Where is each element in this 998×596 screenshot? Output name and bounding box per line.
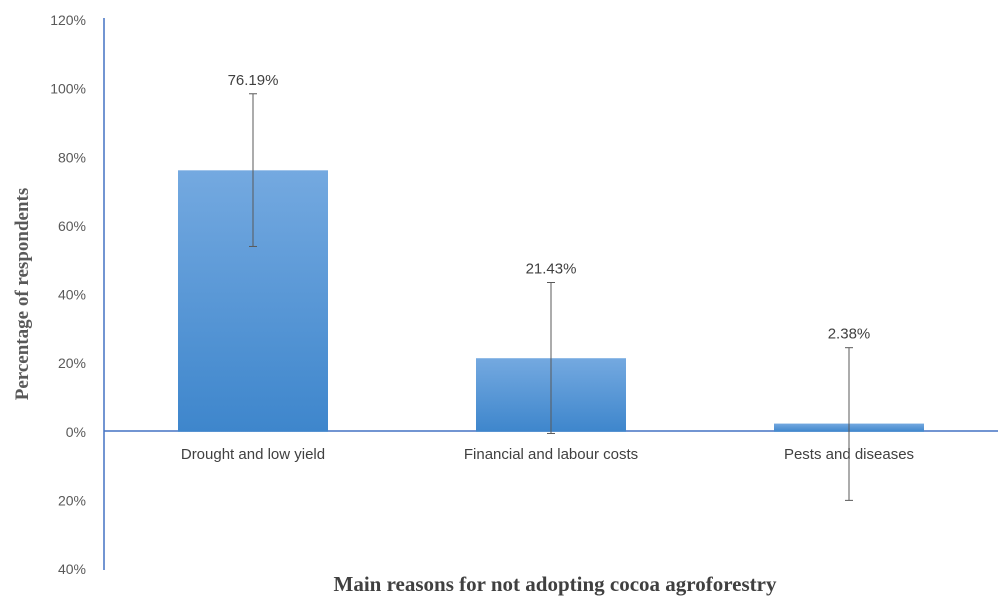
y-tick-label: 20%	[58, 492, 86, 508]
y-tick-label: 60%	[58, 218, 86, 234]
y-tick-label: 80%	[58, 149, 86, 165]
x-axis-title: Main reasons for not adopting cocoa agro…	[334, 572, 777, 596]
y-tick-label: 0%	[66, 424, 86, 440]
error-bars	[249, 93, 853, 501]
category-label: Financial and labour costs	[464, 446, 638, 463]
category-label: Drought and low yield	[181, 446, 325, 463]
y-axis-title: Percentage of respondents	[12, 188, 33, 401]
y-tick-label: 20%	[58, 355, 86, 371]
data-label: 76.19%	[228, 72, 279, 89]
y-tick-label: 100%	[50, 81, 86, 97]
y-tick-label: 120%	[50, 12, 86, 28]
data-label: 2.38%	[828, 326, 871, 343]
y-tick-label: 40%	[58, 561, 86, 577]
category-label: Pests and diseases	[784, 446, 914, 463]
category-labels: Drought and low yield Financial and labou…	[181, 446, 914, 463]
data-label: 21.43%	[526, 260, 577, 277]
y-tick-labels: 40% 20% 0% 20% 40% 60% 80% 100% 120%	[50, 12, 86, 577]
y-tick-label: 40%	[58, 287, 86, 303]
data-labels: 76.19% 21.43% 2.38%	[228, 72, 871, 343]
